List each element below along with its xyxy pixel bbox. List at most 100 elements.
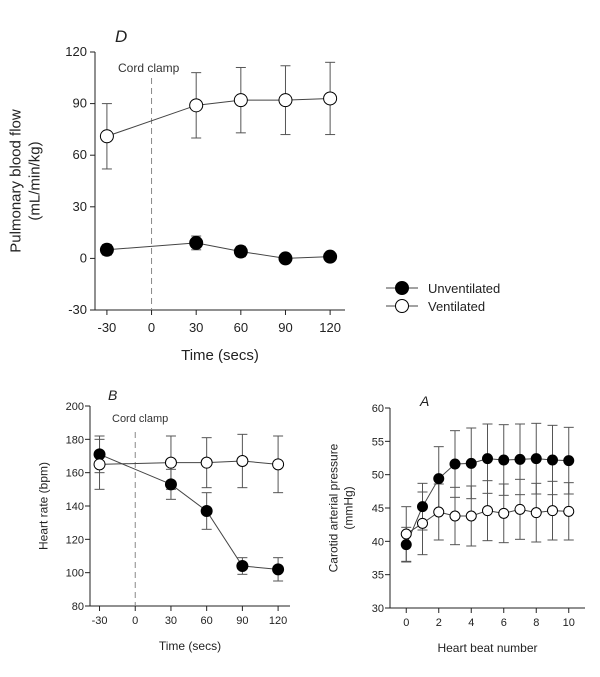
y-tick-label: 100 (66, 568, 84, 580)
data-point-unventilated (93, 448, 106, 461)
y-axis-title: Carotid arterial pressure(mmHg) (327, 443, 356, 572)
data-point-ventilated (530, 507, 542, 519)
panel-label: A (419, 393, 429, 409)
data-point-unventilated (547, 454, 558, 466)
chart-b: 80 100 120 140 160 180 200 -30 0 30 60 90 120 Time (s… (37, 387, 290, 653)
y-tick-label: 40 (372, 536, 384, 548)
y-tick-label: 80 (72, 601, 84, 613)
data-point-ventilated (236, 455, 249, 467)
chart-d: -30 0 30 60 90 120 -30 0 30 60 90 120 Time (secs) Pul… (8, 27, 345, 364)
data-point-unventilated (465, 457, 477, 469)
data-point-unventilated (449, 458, 461, 470)
x-tick-label: 90 (278, 320, 292, 335)
x-tick-label: -30 (98, 320, 117, 335)
x-tick-label: 0 (148, 320, 155, 335)
data-point-ventilated (200, 456, 213, 469)
x-tick-label: 10 (563, 617, 575, 629)
y-tick-label: 35 (372, 570, 384, 582)
y-tick-label: 120 (65, 44, 87, 59)
x-axis-title: Time (secs) (159, 639, 221, 653)
data-point-ventilated (278, 93, 293, 108)
legend: Unventilated Ventilated (386, 281, 500, 314)
data-point-ventilated (449, 510, 461, 522)
data-point-unventilated (530, 453, 542, 465)
y-tick-label: 55 (372, 436, 384, 448)
data-point-unventilated (99, 242, 114, 257)
y-axis-title-line1: Pulmonary blood flow (8, 109, 25, 253)
y-tick-label: 30 (73, 199, 87, 214)
data-point-unventilated (200, 505, 213, 517)
series-line-unventilated (99, 453, 279, 570)
x-tick-label: 0 (132, 615, 138, 627)
y-tick-label: 50 (372, 470, 384, 482)
x-tick-label: 30 (189, 320, 203, 335)
y-tick-label: 60 (73, 147, 87, 162)
data-point-ventilated (323, 91, 338, 106)
x-tick-label: 4 (468, 617, 474, 629)
x-tick-label: 30 (165, 615, 177, 627)
data-point-ventilated (465, 510, 477, 522)
data-point-ventilated (482, 505, 493, 517)
legend-label-unventilated: Unventilated (428, 281, 500, 296)
data-point-unventilated (563, 455, 575, 467)
data-point-ventilated (164, 456, 177, 469)
data-point-unventilated (498, 454, 510, 466)
x-tick-label: -30 (92, 615, 108, 627)
data-point-unventilated (514, 453, 526, 465)
panel-label: D (115, 27, 127, 46)
legend-label-ventilated: Ventilated (428, 299, 485, 314)
y-tick-label: 180 (66, 434, 84, 446)
data-point-unventilated (236, 560, 249, 572)
x-tick-label: 120 (269, 615, 287, 627)
series-line-unventilated (106, 242, 331, 259)
legend-marker-ventilated (395, 299, 409, 313)
data-point-ventilated (514, 503, 526, 515)
y-tick-label: -30 (68, 302, 87, 317)
data-point-unventilated (417, 501, 428, 513)
x-tick-label: 120 (319, 320, 341, 335)
x-tick-label: 6 (501, 617, 507, 629)
y-tick-label: 60 (372, 403, 384, 415)
legend-marker-unventilated (395, 281, 409, 295)
y-axis-title: Heart rate (bpm) (37, 462, 51, 550)
data-point-unventilated (164, 478, 177, 491)
data-point-ventilated (498, 507, 510, 519)
data-point-ventilated (99, 129, 114, 144)
x-tick-label: 8 (533, 617, 539, 629)
data-point-unventilated (433, 473, 445, 485)
y-tick-label: 0 (80, 250, 87, 265)
y-tick-label: 45 (372, 503, 384, 515)
data-point-unventilated (189, 235, 204, 250)
x-tick-label: 90 (236, 615, 248, 627)
y-axis-title-line2: (mmHg) (342, 486, 356, 529)
data-point-ventilated (417, 517, 428, 529)
cord-clamp-label: Cord clamp (118, 61, 180, 75)
data-point-ventilated (233, 93, 248, 108)
data-point-ventilated (433, 506, 445, 518)
data-point-ventilated (189, 98, 204, 113)
data-point-ventilated (272, 458, 285, 471)
data-point-unventilated (272, 563, 285, 576)
y-tick-label: 140 (66, 501, 84, 513)
x-axis-title: Time (secs) (181, 347, 259, 364)
data-point-ventilated (563, 505, 575, 517)
chart-a: 30 35 40 45 50 55 60 0 2 4 6 8 10 Heart beat number Ca… (327, 393, 585, 655)
data-point-ventilated (93, 458, 106, 471)
y-tick-label: 90 (73, 96, 87, 111)
y-axis-title-line1: Carotid arterial pressure (327, 443, 341, 572)
data-point-unventilated (482, 453, 493, 465)
panel-label: B (108, 387, 117, 403)
series-line-ventilated (99, 460, 279, 465)
data-point-ventilated (547, 505, 558, 517)
data-point-unventilated (233, 244, 248, 259)
data-point-ventilated (400, 528, 412, 540)
data-point-unventilated (323, 249, 338, 264)
cord-clamp-label: Cord clamp (112, 413, 168, 425)
data-point-unventilated (400, 539, 412, 551)
x-tick-label: 60 (234, 320, 248, 335)
data-point-unventilated (278, 251, 293, 266)
x-tick-label: 0 (403, 617, 409, 629)
y-tick-label: 30 (372, 603, 384, 615)
x-tick-label: 2 (436, 617, 442, 629)
